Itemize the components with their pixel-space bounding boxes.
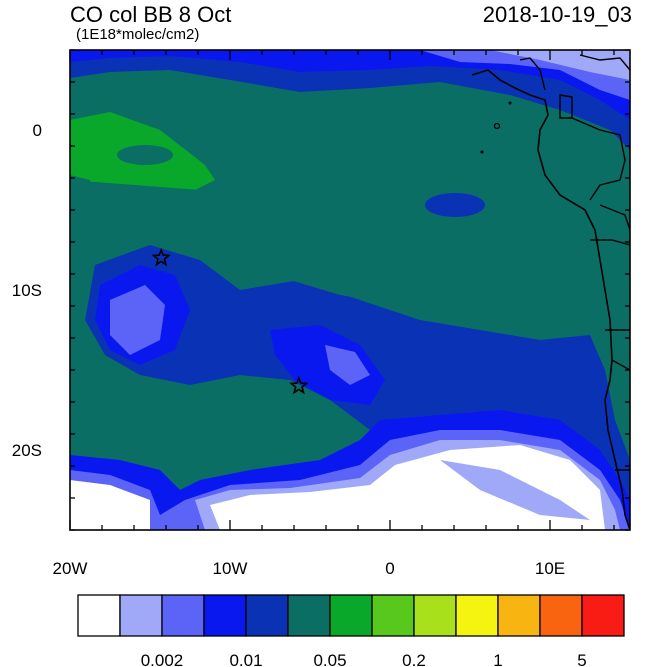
colorbar-swatch (287, 594, 331, 637)
field-south-streak (440, 460, 590, 520)
field-central-patch (425, 193, 485, 217)
coastline-africa (471, 69, 630, 530)
country-borders (559, 94, 630, 471)
x-tick-label: 10W (213, 559, 248, 578)
field-green-hole (117, 145, 173, 165)
x-tick-label: 0 (385, 559, 394, 578)
field-north-dark-blue (70, 50, 630, 150)
island-bioko (493, 122, 501, 130)
field-swirl-blue-east (270, 325, 385, 405)
field-central-0.05 (70, 180, 605, 335)
star-marker-1 (151, 247, 171, 267)
colorbar-swatch (119, 594, 163, 637)
colorbar-swatch (329, 594, 373, 637)
island-dot (508, 101, 512, 105)
colorbar-label: 0.002 (141, 651, 184, 667)
plot-frame (69, 49, 631, 531)
colorbar-swatch (203, 594, 247, 637)
island-sao-tome (480, 150, 484, 154)
colorbar-swatch (581, 594, 625, 637)
colorbar-swatch (161, 594, 205, 637)
colorbar (77, 594, 625, 637)
colorbar-label: 5 (577, 651, 586, 667)
field-swirl-light-east (325, 345, 370, 385)
star-marker-2 (289, 375, 309, 395)
colorbar-swatch (413, 594, 457, 637)
map-units: (1E18*molec/cm2) (76, 26, 200, 43)
y-tick-label: 0 (33, 121, 42, 140)
y-tick-label: 10S (12, 281, 42, 300)
axis-ticks (69, 49, 630, 531)
colorbar-labels: 0.002 0.01 0.05 0.2 1 5 (141, 651, 587, 667)
colorbar-swatch (497, 594, 541, 637)
field-north-pale (490, 50, 630, 80)
x-tick-label: 20W (53, 559, 88, 578)
map-title: CO col BB 8 Oct (70, 2, 232, 27)
field-south-white (210, 445, 605, 530)
colorbar-swatch (77, 594, 121, 637)
field-north-blue (70, 50, 630, 120)
colorbar-label: 0.05 (313, 651, 346, 667)
field-swirl-light-west (110, 285, 165, 355)
northern-borders (519, 54, 630, 91)
x-tick-label: 10E (535, 559, 565, 578)
colorbar-swatch (539, 594, 583, 637)
colorbar-swatch (455, 594, 499, 637)
valid-datetime: 2018-10-19_03 (482, 2, 632, 27)
colorbar-label: 1 (493, 651, 502, 667)
axis-tick-labels: 20W 10W 0 10E 0 10S 20S (12, 121, 565, 578)
co-field (70, 50, 630, 530)
y-tick-label: 20S (12, 441, 42, 460)
colorbar-label: 0.2 (402, 651, 426, 667)
colorbar-swatch (371, 594, 415, 637)
colorbar-label: 0.01 (229, 651, 262, 667)
field-south-white-west (70, 480, 150, 530)
markers (151, 247, 309, 395)
colorbar-swatch (245, 594, 289, 637)
